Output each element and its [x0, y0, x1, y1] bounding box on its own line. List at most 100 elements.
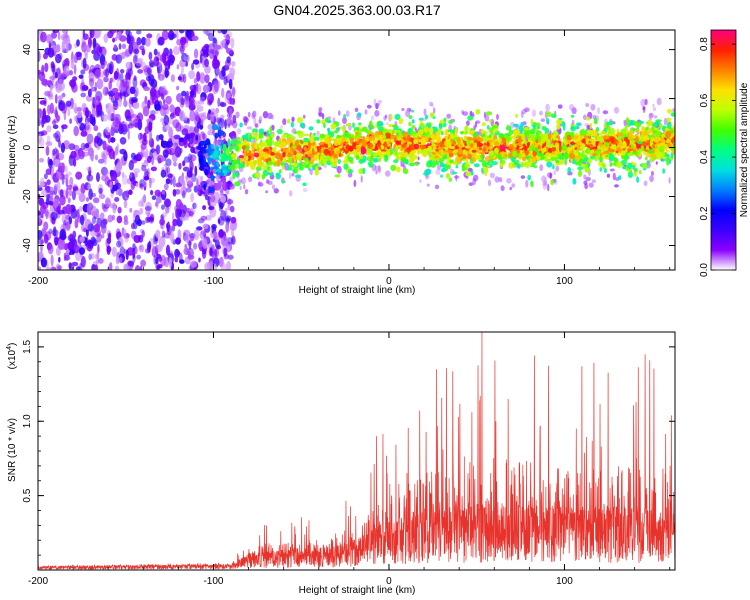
spectrogram-cell [489, 130, 494, 135]
spectrogram-cell [570, 125, 576, 132]
spectrogram-cell [219, 102, 227, 108]
spectrogram-cell [126, 67, 133, 78]
spectrogram-cell [109, 261, 113, 270]
spectrogram-cell [200, 215, 208, 221]
spectrogram-cell [172, 218, 178, 227]
spectrogram-cell [342, 128, 346, 133]
spectrogram-cell [429, 101, 433, 107]
spectrogram-cell [90, 252, 95, 260]
spectrogram-cell [585, 133, 592, 136]
spectrogram-cell [167, 173, 173, 179]
spectrogram-cell [257, 160, 263, 168]
spectrogram-cell [539, 110, 543, 116]
spectrogram-cell [144, 206, 152, 211]
spectrogram-cell [498, 133, 505, 139]
spectrogram-cell [212, 153, 217, 159]
spectrogram-cell [610, 137, 615, 144]
spectrogram-cell [640, 145, 645, 152]
spectrogram-cell [605, 147, 608, 151]
spectrogram-cell [163, 198, 171, 208]
spectrogram-cell [93, 125, 99, 132]
spectrogram-cell [482, 148, 487, 152]
spectrogram-cell [136, 254, 142, 260]
spectrogram-cell [437, 128, 442, 134]
spectrogram-cell [440, 144, 445, 148]
snr-marks [38, 332, 675, 570]
spectrogram-cell [199, 112, 205, 118]
spectrogram-cell [412, 133, 418, 139]
spectrogram-cell [218, 229, 224, 238]
spectrogram-cell [287, 166, 290, 171]
spectrogram-cell [115, 228, 121, 240]
spectrogram-cell [585, 116, 590, 121]
spectrogram-cell [90, 86, 97, 92]
spectrogram-cell [232, 97, 236, 106]
spectrogram-cell [180, 97, 185, 106]
spectrogram-cell [80, 69, 86, 75]
spectrogram-cell [223, 180, 226, 185]
spectrogram-cell [574, 160, 579, 166]
spectrogram-cell [628, 146, 634, 150]
spectrogram-cell [146, 33, 153, 39]
spectrogram-cell [447, 149, 453, 154]
spectrogram-cell [86, 44, 91, 53]
spectrogram-cell [41, 189, 48, 198]
spectrogram-cell [501, 137, 507, 145]
spectrogram-cell [273, 141, 279, 147]
spectrogram-cell [466, 120, 470, 126]
spectrogram-cell [135, 115, 141, 122]
spectrogram-cell [127, 123, 135, 129]
spectrogram-cell [373, 98, 377, 106]
spectrogram-cell [566, 139, 572, 144]
spectrogram-cell [462, 149, 467, 155]
spectrogram-cell [127, 130, 130, 140]
spectrogram-cell [581, 143, 586, 151]
spectrogram-cell [68, 143, 76, 151]
spectrogram-cell [203, 143, 207, 150]
spectrogram-cell [428, 127, 434, 133]
spectrogram-cell [229, 205, 235, 213]
spectrogram-cell [292, 169, 297, 173]
spectrogram-cell [524, 107, 530, 112]
spectrogram-cell [196, 71, 201, 82]
spectrogram-cell [96, 172, 100, 183]
spectrogram-cell [78, 74, 84, 79]
spectrogram-cell [73, 144, 80, 151]
spectrogram-cell [186, 187, 192, 193]
spectrogram-cell [122, 228, 127, 238]
spectrogram-cell [336, 150, 341, 154]
spectrogram-cell [175, 237, 182, 245]
spectrogram-cell [577, 170, 583, 177]
spectrogram-cell [85, 120, 89, 127]
spectrogram-cell [204, 58, 210, 68]
spectrogram-cell [226, 117, 233, 126]
spectrogram-cell [211, 124, 219, 131]
spectrogram-cell [608, 132, 612, 137]
spectrogram-cell [578, 158, 585, 164]
spectrogram-cell [59, 189, 64, 198]
spectrogram-cell [73, 64, 77, 75]
spectrogram-cell [114, 91, 120, 101]
spectrogram-cell [100, 150, 108, 161]
spectrogram-cell [80, 255, 86, 268]
spectrogram-cell [123, 263, 130, 270]
spectrogram-cell [144, 168, 149, 180]
spectrogram-cell [227, 123, 231, 128]
spectrogram-cell [70, 237, 77, 243]
spectrogram-cell [148, 216, 155, 224]
spectrogram-cell [84, 143, 90, 149]
spectrogram-cell [550, 156, 556, 161]
spectrogram-cell [287, 153, 292, 158]
spectrogram-cell [70, 58, 75, 70]
spectrogram-cell [141, 100, 148, 111]
spectrogram-cell [63, 38, 71, 45]
spectrogram-cell [38, 108, 43, 119]
spectrogram-cell [227, 92, 231, 99]
spectrogram-cell [423, 108, 427, 116]
spectrogram-cell [206, 179, 210, 184]
spectrogram-cell [114, 36, 118, 42]
spectrogram-cell [192, 59, 200, 65]
spectrogram-cell [186, 30, 190, 39]
spectrogram-cell [229, 224, 237, 231]
spectrogram-cell [553, 130, 558, 135]
